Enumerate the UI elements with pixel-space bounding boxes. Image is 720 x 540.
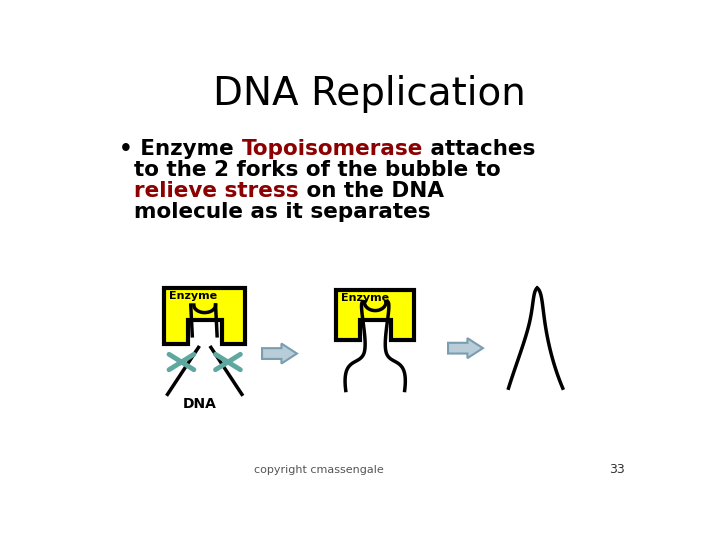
Text: Topoisomerase: Topoisomerase (242, 139, 423, 159)
Text: • Enzyme: • Enzyme (120, 139, 242, 159)
Text: to the 2 forks of the bubble to: to the 2 forks of the bubble to (120, 160, 501, 180)
Polygon shape (262, 343, 297, 363)
Text: copyright cmassengale: copyright cmassengale (253, 465, 384, 475)
Polygon shape (448, 338, 483, 358)
Text: Enzyme: Enzyme (341, 294, 390, 303)
Text: Enzyme: Enzyme (169, 291, 217, 301)
Text: 33: 33 (609, 463, 625, 476)
Text: on the DNA: on the DNA (299, 181, 444, 201)
Text: attaches: attaches (423, 139, 536, 159)
Polygon shape (336, 291, 414, 340)
Text: molecule as it separates: molecule as it separates (120, 202, 431, 222)
Text: DNA: DNA (183, 397, 217, 410)
Text: DNA Replication: DNA Replication (212, 75, 526, 113)
Polygon shape (164, 288, 245, 343)
Text: relieve stress: relieve stress (135, 181, 299, 201)
